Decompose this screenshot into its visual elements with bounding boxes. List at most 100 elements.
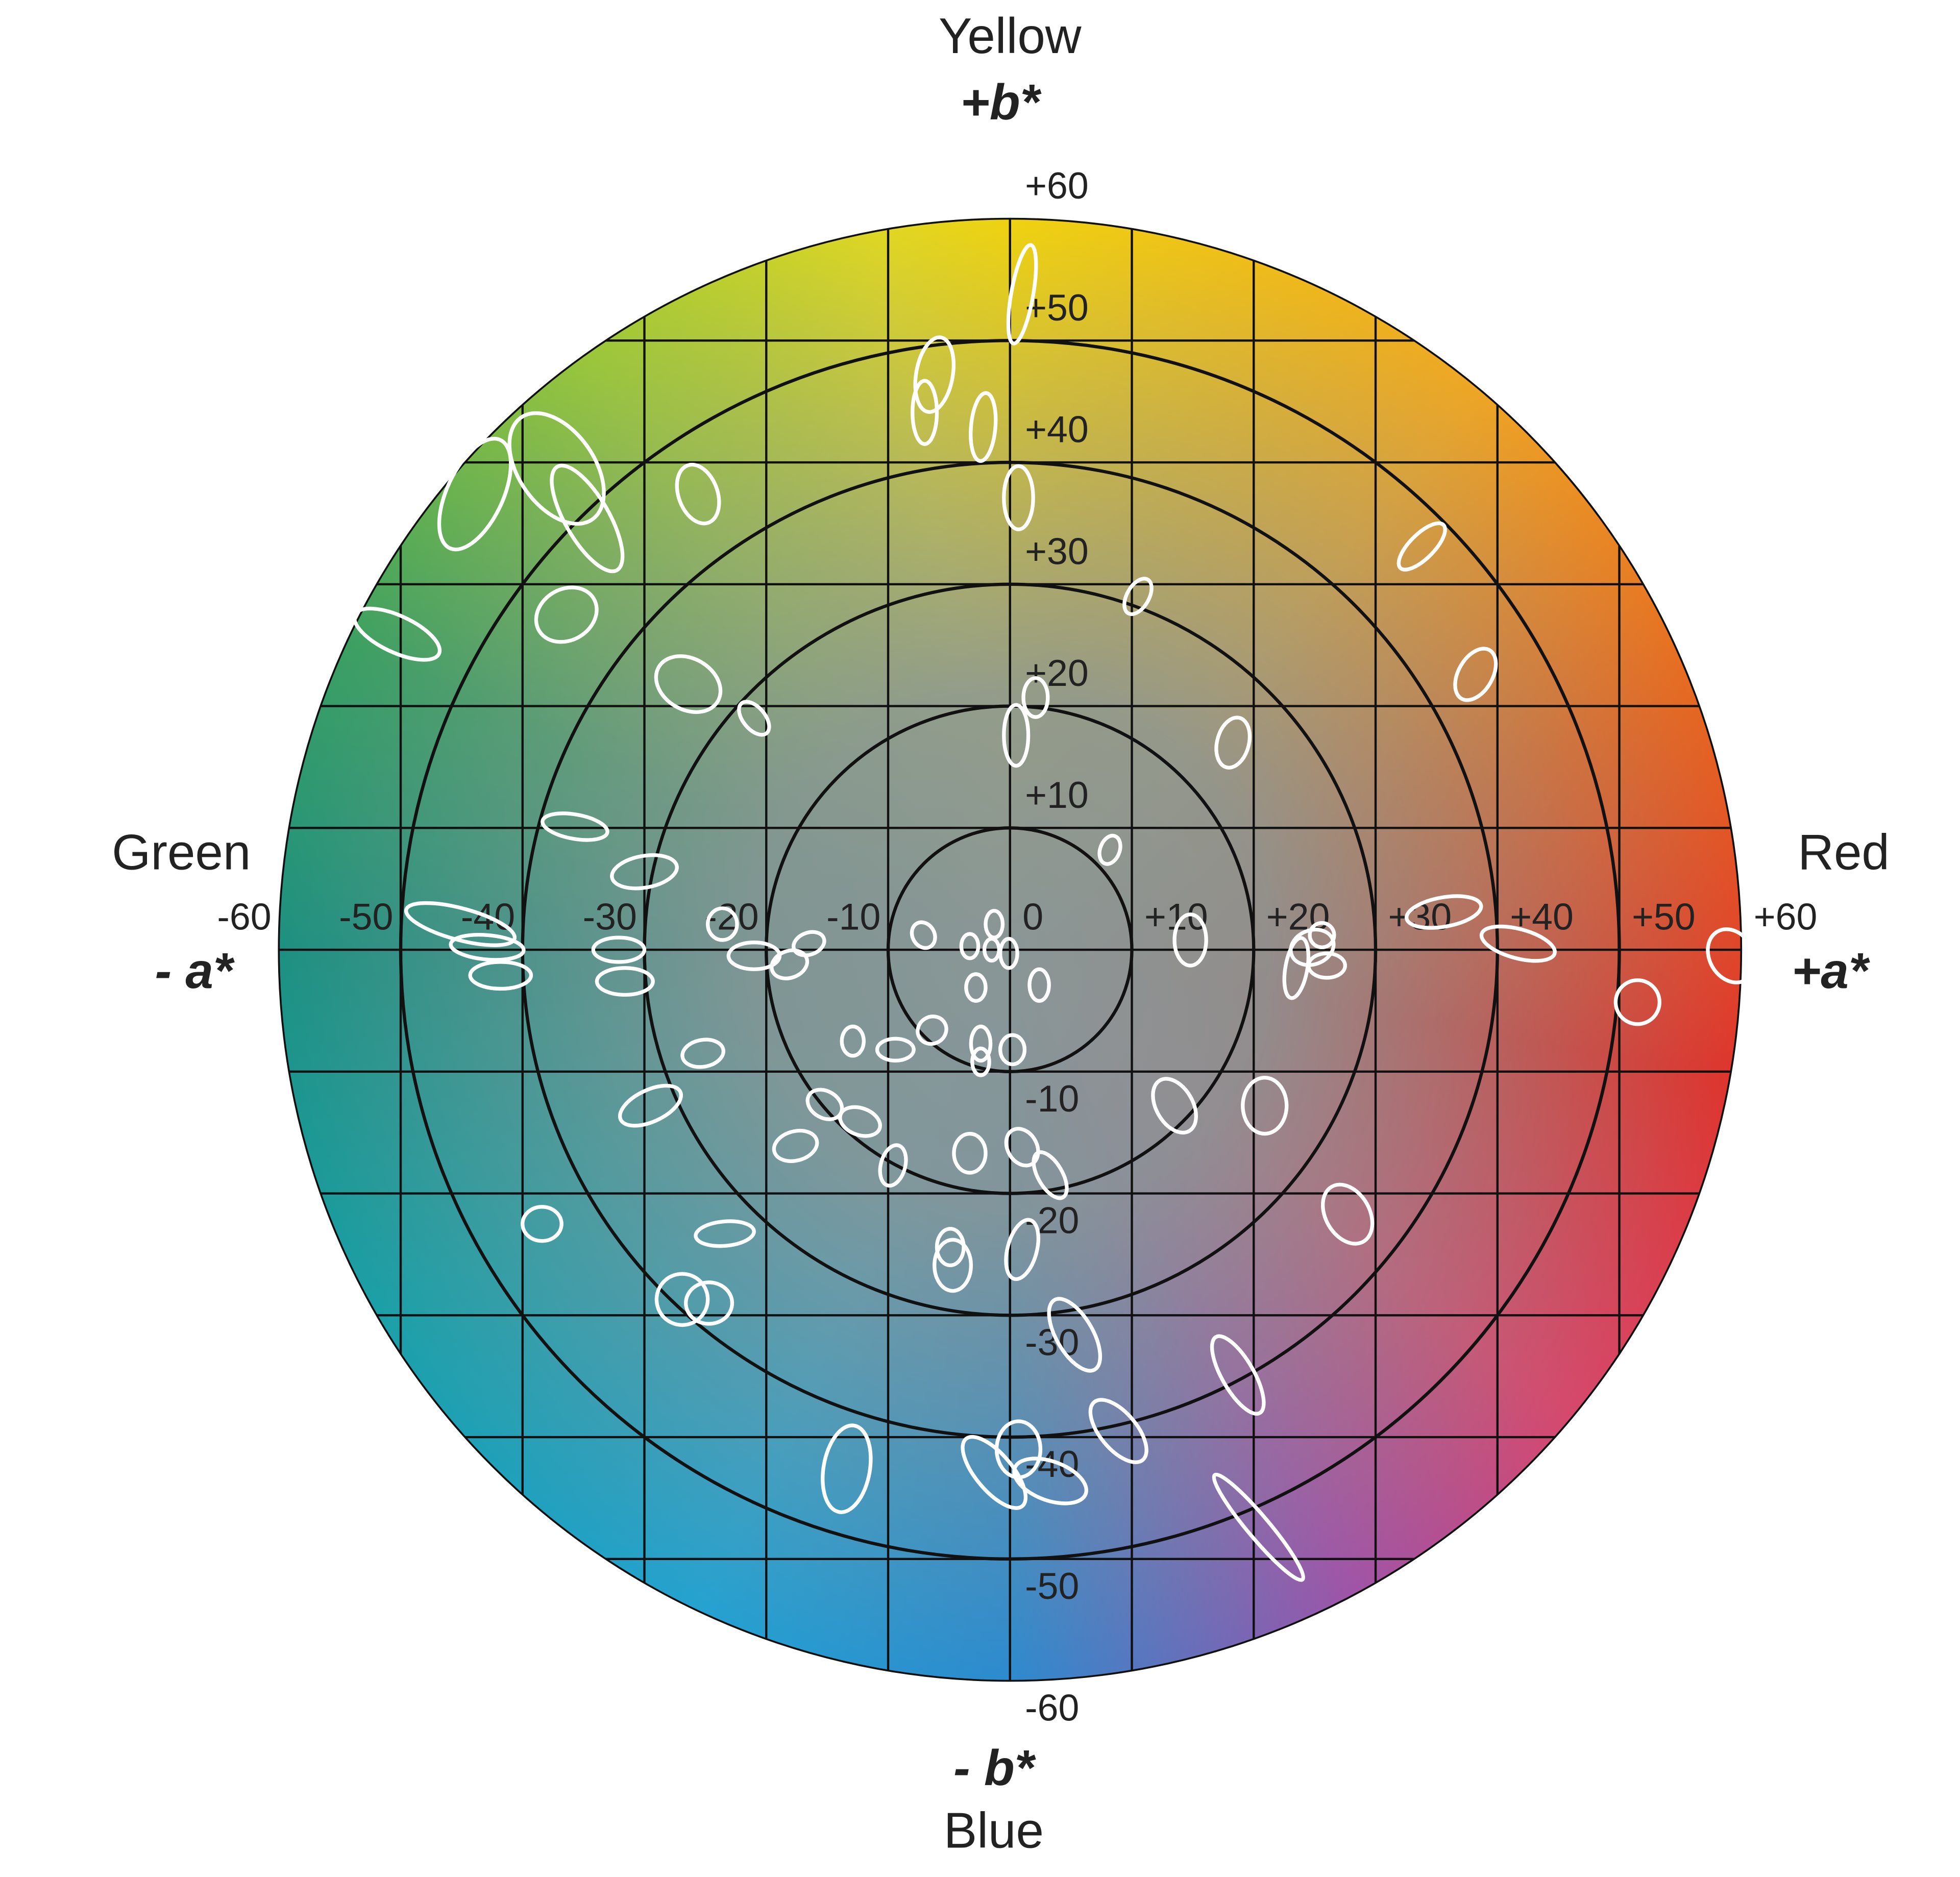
- tolerance-ellipse: [792, 930, 826, 957]
- tolerance-ellipse: [694, 1219, 756, 1248]
- tolerance-ellipse: [654, 1272, 710, 1327]
- tolerance-ellipse: [933, 1238, 973, 1293]
- x-tick-label: 0: [1022, 896, 1043, 938]
- tolerance-ellipse: [1047, 1297, 1102, 1373]
- tolerance-ellipse: [507, 411, 606, 526]
- tolerance-ellipse: [1404, 894, 1483, 930]
- axis-title: - b*: [953, 1740, 1036, 1796]
- tolerance-ellipse: [984, 908, 1005, 940]
- tolerance-ellipse: [654, 654, 723, 714]
- tolerance-ellipse: [1151, 1077, 1198, 1135]
- y-tick-label: -60: [1025, 1687, 1079, 1729]
- tolerance-ellipse: [969, 391, 998, 463]
- x-tick-label: +50: [1632, 896, 1696, 938]
- tolerance-ellipse: [1241, 1076, 1289, 1136]
- tolerance-ellipse: [970, 1046, 991, 1077]
- tolerance-ellipse: [449, 933, 526, 962]
- tolerance-ellipse: [684, 1280, 734, 1326]
- tolerance-ellipse: [1307, 951, 1348, 980]
- tolerance-ellipse: [1479, 924, 1557, 963]
- tolerance-ellipse: [541, 811, 609, 842]
- tolerance-ellipse: [1212, 1472, 1305, 1582]
- tolerance-ellipse: [675, 462, 721, 526]
- x-tick-label: +30: [1388, 896, 1452, 938]
- axis-title: Green: [112, 824, 251, 880]
- tolerance-ellipse: [770, 948, 810, 980]
- tolerance-ellipse: [910, 920, 937, 950]
- tolerance-ellipse: [1453, 647, 1498, 702]
- tolerance-ellipse: [916, 1015, 948, 1046]
- tolerance-ellipse: [1308, 921, 1336, 949]
- tolerance-ellipse: [875, 1036, 916, 1063]
- tolerance-ellipse: [1396, 521, 1447, 572]
- tolerance-ellipse: [1214, 715, 1252, 770]
- tolerance-ellipse: [1706, 927, 1757, 984]
- tolerance-ellipse: [1172, 912, 1208, 968]
- tolerance-ellipse: [1021, 676, 1050, 719]
- tolerance-ellipse: [911, 379, 939, 446]
- tolerance-ellipse: [737, 700, 771, 737]
- tolerance-ellipse: [1613, 978, 1661, 1026]
- tolerance-ellipse: [1032, 1150, 1069, 1200]
- tolerance-ellipse: [595, 966, 655, 997]
- tolerance-ellipse: [840, 1024, 866, 1058]
- y-tick-label: -40: [1025, 1443, 1079, 1485]
- outer-ring: [278, 217, 1743, 1682]
- axis-title: Blue: [944, 1802, 1044, 1859]
- y-tick-label: +50: [1025, 286, 1089, 329]
- tolerance-ellipse: [969, 1024, 993, 1063]
- y-tick-label: +10: [1025, 774, 1089, 816]
- y-tick-label: +30: [1025, 530, 1089, 572]
- tolerance-ellipse: [1320, 1182, 1375, 1246]
- axis-title: Red: [1798, 824, 1890, 880]
- tolerance-ellipse: [1088, 1398, 1148, 1464]
- tolerance-ellipse: [913, 335, 955, 414]
- tolerance-ellipse: [1282, 936, 1311, 1000]
- tolerance-ellipse: [618, 1083, 683, 1128]
- tolerance-ellipse: [1002, 703, 1031, 768]
- tolerance-ellipse: [952, 1131, 988, 1175]
- tolerance-ellipse: [998, 936, 1019, 970]
- tolerance-ellipse: [961, 1435, 1028, 1510]
- tolerance-ellipse: [1002, 464, 1035, 532]
- tolerance-ellipse: [1006, 243, 1038, 345]
- tolerance-ellipse: [994, 1419, 1043, 1479]
- axis-title: +b*: [961, 74, 1042, 130]
- tolerance-ellipse: [1004, 1218, 1041, 1281]
- y-tick-label: -10: [1025, 1077, 1079, 1120]
- tolerance-ellipse: [437, 436, 513, 552]
- ring: [886, 826, 1134, 1073]
- tolerance-ellipse: [878, 1143, 908, 1188]
- tolerance-ellipse: [1012, 1456, 1088, 1505]
- tolerance-ellipse: [352, 606, 442, 662]
- x-tick-label: -20: [704, 896, 758, 938]
- tolerance-ellipse: [959, 932, 981, 960]
- x-tick-label: -10: [826, 896, 880, 938]
- tolerance-ellipse: [772, 1128, 819, 1163]
- tolerance-ellipse: [468, 960, 533, 991]
- y-tick-label: +20: [1025, 652, 1089, 694]
- tolerance-ellipse: [1097, 833, 1122, 866]
- y-tick-label: -50: [1025, 1565, 1079, 1607]
- tolerance-ellipse: [680, 1038, 726, 1069]
- tolerance-ellipse: [591, 935, 647, 964]
- tolerance-ellipse: [550, 463, 625, 574]
- tolerance-ellipse: [534, 585, 599, 644]
- axis-title: +a*: [1792, 943, 1870, 999]
- tolerance-ellipse: [1004, 1127, 1040, 1168]
- tolerance-ellipse: [821, 1423, 873, 1514]
- y-tick-label: +60: [1025, 164, 1089, 207]
- x-tick-label: -50: [339, 896, 393, 938]
- tolerance-ellipse: [998, 1033, 1027, 1067]
- tolerance-ellipse: [1027, 967, 1051, 1003]
- tolerance-ellipse: [838, 1105, 882, 1138]
- tolerance-ellipse: [521, 1205, 564, 1243]
- axis-title: Yellow: [939, 8, 1082, 64]
- x-tick-label: -60: [217, 896, 271, 938]
- tolerance-ellipse: [1122, 577, 1154, 616]
- axis-title: - a*: [155, 943, 235, 999]
- tolerance-ellipse: [1210, 1334, 1266, 1416]
- x-tick-label: -30: [583, 896, 637, 938]
